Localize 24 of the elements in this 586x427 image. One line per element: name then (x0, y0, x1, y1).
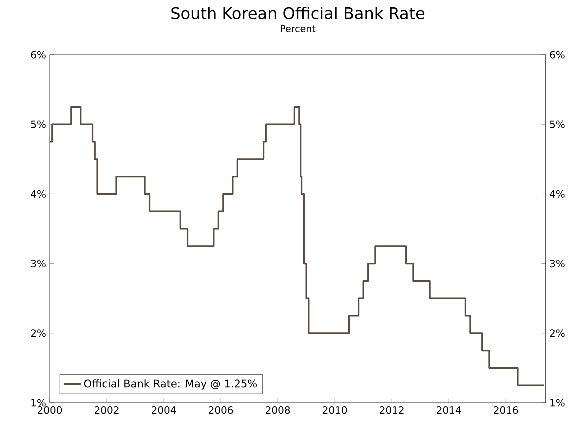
legend-label: Official Bank Rate: May @ 1.25% (84, 380, 258, 390)
x-tick-label: 2010 (323, 406, 348, 414)
y2-tick-label: 6% (550, 51, 565, 59)
x-tick-label: 2006 (209, 406, 234, 414)
x-tick-label: 2002 (95, 406, 119, 414)
y-tick-label: 1% (32, 399, 46, 407)
y2-tick-label: 3% (550, 260, 565, 268)
y-tick-label: 6% (31, 51, 46, 59)
y-tick-label: 4% (31, 190, 46, 198)
x-tick-label: 2008 (266, 406, 290, 414)
x-tick-label: 2014 (437, 406, 462, 414)
x-tick-label: 2016 (494, 406, 518, 414)
y-tick-label: 3% (31, 260, 46, 268)
y2-tick-label: 5% (550, 120, 565, 128)
y2-tick-label: 4% (550, 190, 565, 198)
y2-tick-label: 2% (550, 330, 565, 338)
y2-tick-label: 1% (550, 399, 565, 407)
x-tick-label: 2004 (152, 406, 176, 414)
chart-subtitle: Percent (281, 25, 316, 32)
x-tick-label: 2000 (38, 406, 62, 414)
chart-title: South Korean Official Bank Rate (172, 7, 425, 20)
y-tick-label: 2% (31, 330, 46, 338)
y-tick-label: 5% (31, 120, 46, 128)
x-tick-label: 2012 (380, 406, 404, 414)
